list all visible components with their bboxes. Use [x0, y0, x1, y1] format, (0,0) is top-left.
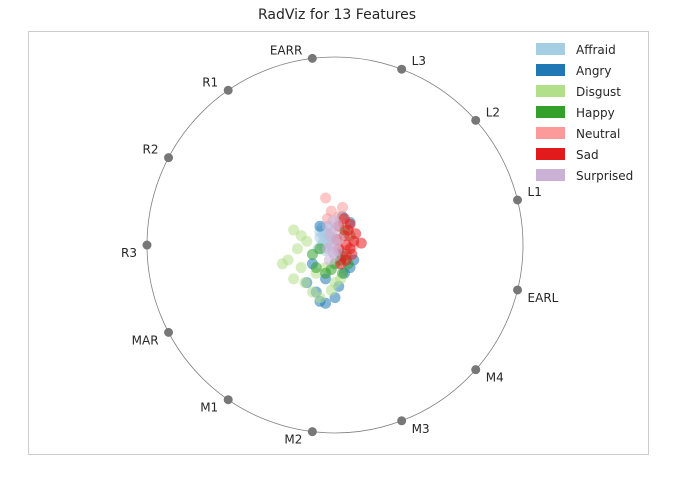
- data-point: [306, 248, 318, 260]
- legend-label: Sad: [576, 148, 599, 162]
- anchor-point: [397, 64, 407, 74]
- anchor-label: EARR: [270, 43, 302, 57]
- anchor-label: R3: [121, 246, 137, 260]
- anchors-layer: EARL L1 L2 L3 EARR R1 R2 R3 MAR M1 M2 M3 M4: [121, 43, 559, 446]
- anchor-label: L2: [486, 105, 500, 119]
- legend-swatch: [536, 106, 565, 118]
- data-point: [327, 247, 339, 259]
- data-point: [337, 267, 349, 279]
- anchor-point: [164, 327, 174, 337]
- data-point: [340, 254, 352, 266]
- data-point: [329, 277, 341, 289]
- anchor-label: EARL: [528, 291, 559, 305]
- data-point: [288, 273, 300, 285]
- data-point: [291, 243, 303, 255]
- data-point: [314, 220, 326, 232]
- plot-frame: [28, 31, 649, 455]
- points-layer: [276, 192, 367, 309]
- data-point: [355, 237, 367, 249]
- anchor-point: [471, 115, 481, 125]
- legend-label: Disgust: [576, 85, 621, 99]
- anchor-label: R2: [143, 143, 159, 157]
- anchor-label: L1: [528, 185, 542, 199]
- data-point: [325, 263, 337, 275]
- anchor-label: M3: [412, 422, 430, 436]
- anchor-label: L3: [412, 54, 426, 68]
- data-point: [299, 277, 311, 289]
- anchor-label: M1: [200, 401, 218, 415]
- anchor-point: [471, 365, 481, 375]
- anchor-label: M4: [486, 371, 504, 385]
- data-point: [350, 228, 362, 240]
- anchor-point: [513, 285, 523, 295]
- legend-swatch: [536, 148, 565, 160]
- data-point: [329, 237, 341, 249]
- anchor-point: [142, 240, 152, 250]
- anchor-point: [223, 85, 233, 95]
- data-point: [301, 235, 313, 247]
- data-point: [331, 218, 343, 230]
- anchor-label: MAR: [132, 333, 159, 347]
- anchor-point: [513, 195, 523, 205]
- data-point: [314, 292, 326, 304]
- anchor-point: [397, 416, 407, 426]
- legend-swatch: [536, 169, 565, 181]
- anchor-point: [223, 395, 233, 405]
- chart-title: RadViz for 13 Features: [257, 7, 416, 23]
- anchor-label: M2: [284, 433, 302, 447]
- data-point: [276, 258, 288, 270]
- legend-label: Angry: [576, 64, 611, 78]
- data-point: [310, 262, 322, 274]
- legend-label: Neutral: [576, 127, 620, 141]
- legend-label: Surprised: [576, 169, 633, 183]
- data-point: [337, 201, 349, 213]
- data-point: [288, 224, 300, 236]
- data-point: [320, 192, 332, 204]
- anchor-point: [164, 153, 174, 163]
- anchor-point: [307, 53, 317, 63]
- legend-swatch: [536, 43, 565, 55]
- legend-swatch: [536, 127, 565, 139]
- legend-swatch: [536, 85, 565, 97]
- data-point: [295, 262, 307, 274]
- data-point: [344, 218, 356, 230]
- legend-label: Affraid: [576, 43, 616, 57]
- anchor-point: [307, 427, 317, 437]
- anchor-label: R1: [202, 75, 218, 89]
- data-point: [325, 228, 337, 240]
- data-point: [314, 243, 326, 255]
- legend: Affraid Angry Disgust Happy Neutral Sad Surpri…: [536, 43, 633, 183]
- legend-label: Happy: [576, 106, 615, 120]
- data-point: [306, 286, 318, 298]
- legend-swatch: [536, 64, 565, 76]
